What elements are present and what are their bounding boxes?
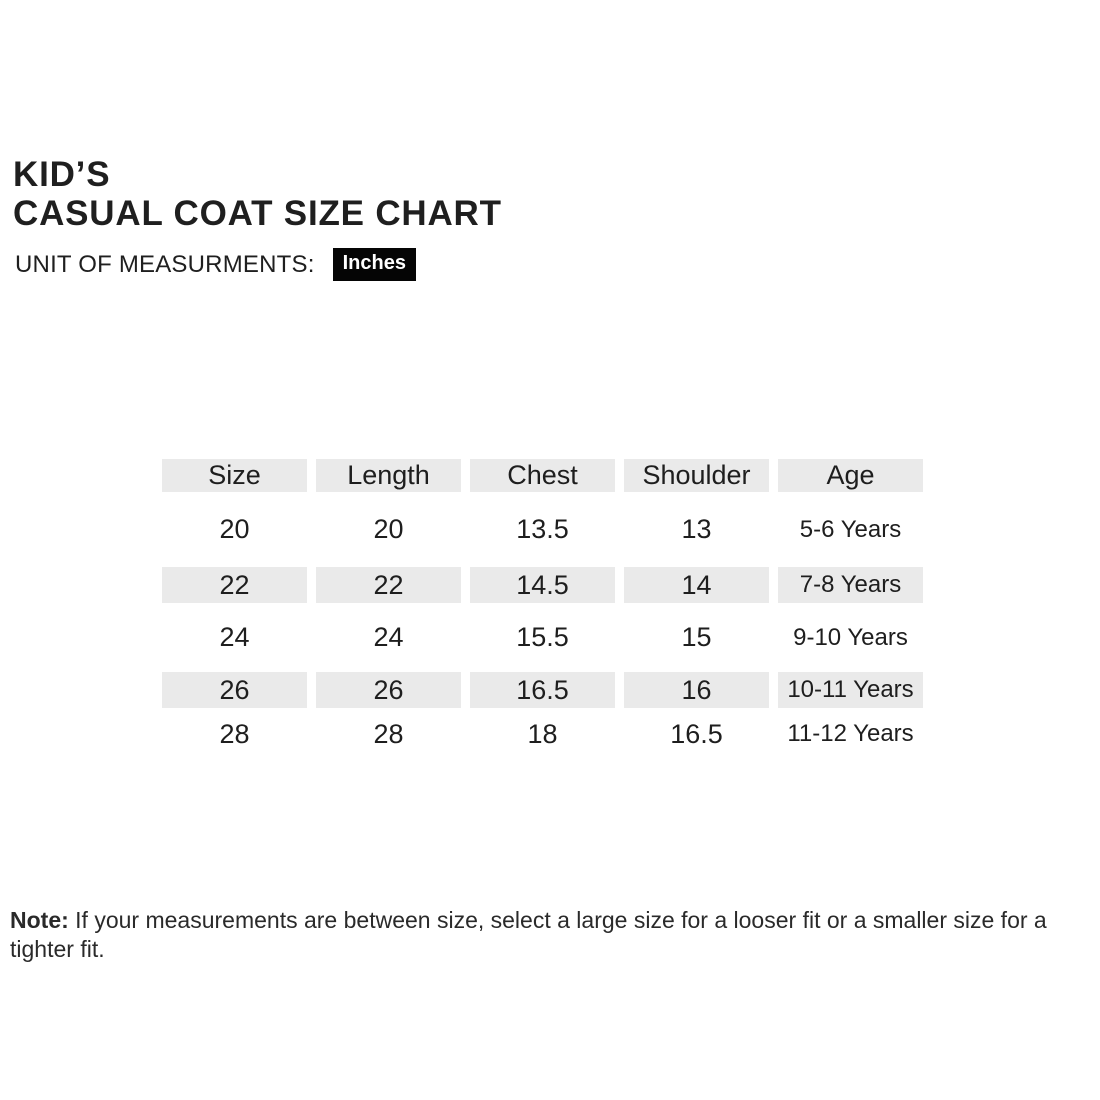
page-title: KID’S CASUAL COAT SIZE CHART [13,155,502,233]
table-cell-length: 28 [373,718,404,749]
table-cell-age: 11-12 Years [787,720,914,747]
table-cell-age: 9-10 Years [793,623,908,651]
column-header-shoulder: Shoulder [624,459,769,492]
table-cell-chest: 14.5 [470,567,615,603]
table-cell-shoulder: 16.5 [670,718,723,749]
table-cell-size: 24 [219,622,250,652]
unit-value-badge: Inches [332,248,416,281]
table-cell-shoulder: 16 [624,672,769,708]
table-cell-age: 7-8 Years [778,567,923,603]
table-cell-chest: 16.5 [470,672,615,708]
table-cell-length: 20 [373,514,404,544]
table-cell-shoulder: 14 [624,567,769,603]
note-text: Note: If your measurements are between s… [10,906,1085,964]
table-cell-size: 20 [219,514,250,544]
table-cell-chest: 13.5 [516,514,569,544]
table-cell-length: 24 [373,622,404,652]
column-header-length: Length [316,459,461,492]
size-chart-table: Size Length Chest Shoulder Age 20 20 13.… [162,459,923,760]
note-label: Note: [10,907,69,933]
table-cell-age: 10-11 Years [778,672,923,708]
table-cell-length: 26 [316,672,461,708]
note-body: If your measurements are between size, s… [10,907,1047,962]
table-cell-size: 26 [162,672,307,708]
column-header-age: Age [778,459,923,492]
unit-label: UNIT OF MEASURMENTS: [15,250,315,278]
table-cell-shoulder: 15 [681,622,712,652]
page-title-line2: CASUAL COAT SIZE CHART [13,194,502,233]
table-cell-length: 22 [316,567,461,603]
table-cell-chest: 18 [527,718,558,749]
page-title-line1: KID’S [13,155,111,194]
table-cell-chest: 15.5 [516,622,569,652]
table-cell-size: 22 [162,567,307,603]
table-cell-size: 28 [219,718,250,749]
unit-of-measurement-row: UNIT OF MEASURMENTS: Inches [15,248,416,281]
column-header-size: Size [162,459,307,492]
table-cell-age: 5-6 Years [799,515,902,543]
table-cell-shoulder: 13 [681,514,712,544]
column-header-chest: Chest [470,459,615,492]
